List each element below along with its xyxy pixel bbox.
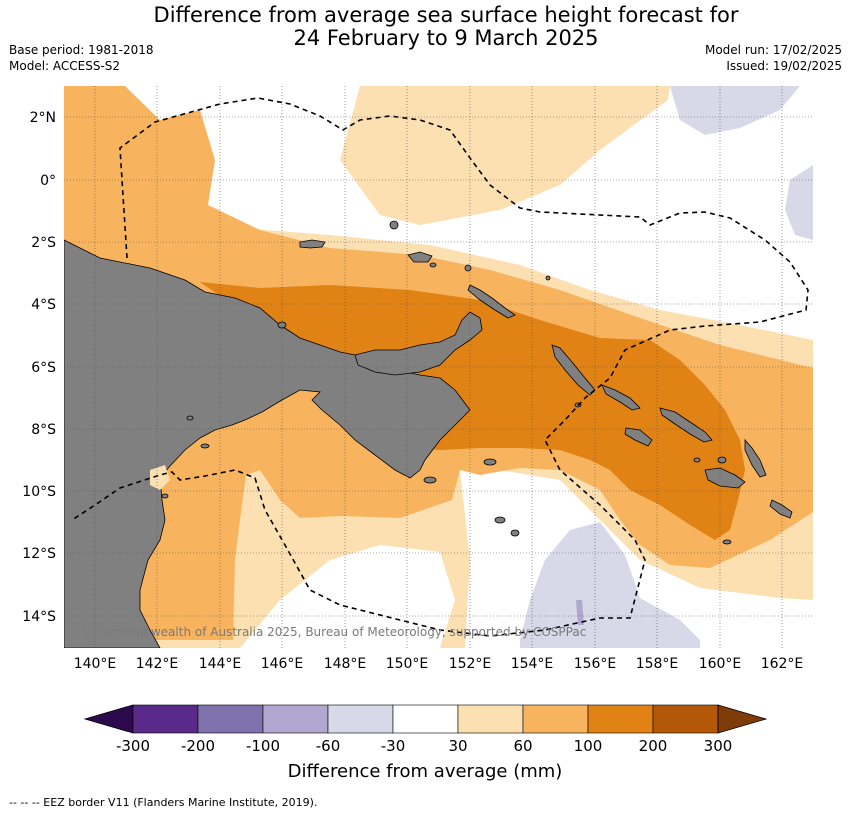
colorbar-tick-label: 300 [703, 737, 733, 755]
meta-left: Base period: 1981-2018 Model: ACCESS-S2 [9, 42, 154, 74]
guadalcanal-island [704, 467, 746, 489]
colorbar-segment [587, 704, 654, 734]
lon-label: 154°E [511, 656, 554, 672]
lat-labels: 2°N 0° 2°S 4°S 6°S 8°S 10°S 12°S 14°S [22, 110, 56, 625]
eez-legend-note: -- -- -- EEZ border V11 (Flanders Marine… [9, 796, 318, 809]
issued-date: Issued: 19/02/2025 [726, 59, 842, 73]
lon-label: 150°E [386, 656, 429, 672]
lon-label: 148°E [324, 656, 367, 672]
anomaly-band-100-200 [200, 282, 745, 540]
colorbar-tick-label: 100 [573, 737, 603, 755]
lon-label: 144°E [199, 656, 242, 672]
choiseul-island [601, 384, 641, 411]
small-islands [161, 220, 732, 545]
lon-label: 156°E [574, 656, 617, 672]
colorbar-tick-label: 30 [448, 737, 468, 755]
colorbar-title: Difference from average (mm) [287, 761, 563, 782]
lat-label: 12°S [22, 546, 56, 562]
colorbar-segment [197, 704, 264, 734]
manus-island [299, 239, 326, 249]
lon-label: 146°E [261, 656, 304, 672]
lat-label: 10°S [22, 484, 56, 500]
map-title-line2: 24 February to 9 March 2025 [293, 26, 599, 50]
eez-border-north [71, 97, 809, 637]
lat-label: 4°S [31, 297, 56, 313]
lon-label: 140°E [74, 656, 117, 672]
santa-isabel-island [659, 407, 713, 443]
new-georgia-island [624, 427, 653, 447]
anomaly-negative-east [785, 165, 813, 240]
lon-label: 152°E [449, 656, 492, 672]
colorbar-extend-low [83, 704, 134, 734]
colorbar-tick-label: -30 [380, 737, 406, 755]
colorbar-segment [327, 704, 394, 734]
lon-label: 158°E [636, 656, 679, 672]
colorbar-tick-label: -60 [315, 737, 341, 755]
colorbar-tick-label: 60 [513, 737, 533, 755]
new-guinea-australia-land [64, 239, 471, 648]
colorbar-segment [132, 704, 199, 734]
anomaly-negative-south [520, 522, 700, 648]
cape-york-gap [150, 465, 170, 490]
malaita-island [744, 438, 767, 478]
lon-labels: 140°E 142°E 144°E 146°E 148°E 150°E 152°… [74, 656, 804, 672]
colorbar-tick-label: -300 [115, 737, 151, 755]
colorbar-extend-high [717, 704, 768, 734]
lat-label: 14°S [22, 609, 56, 625]
anomaly-negative-core [576, 600, 584, 625]
lon-label: 142°E [136, 656, 179, 672]
colorbar-segment [262, 704, 329, 734]
makira-island [769, 499, 793, 519]
lat-label: 0° [40, 173, 56, 189]
colorbar-segment [652, 704, 719, 734]
colorbar [83, 704, 768, 734]
colorbar-tick-label: 200 [638, 737, 668, 755]
anomaly-band-30-60-east [240, 545, 455, 648]
model-name: Model: ACCESS-S2 [9, 59, 121, 73]
colorbar-segment [522, 704, 589, 734]
anomaly-band-30-60 [64, 86, 670, 225]
meta-right: Model run: 17/02/2025 Issued: 19/02/2025 [705, 42, 842, 74]
map-title-line1: Difference from average sea surface heig… [153, 3, 739, 27]
new-ireland-island [467, 284, 516, 319]
new-britain-island [354, 311, 483, 376]
colorbar-segment [457, 704, 524, 734]
lat-label: 6°S [31, 360, 56, 376]
anomaly-negative-ne [670, 86, 800, 135]
lat-label: 8°S [31, 422, 56, 438]
lat-label: 2°N [30, 110, 56, 126]
colorbar-segment [392, 704, 459, 734]
model-run: Model run: 17/02/2025 [704, 43, 842, 57]
lon-label: 160°E [699, 656, 742, 672]
colorbar-tick-label: -100 [245, 737, 281, 755]
graticule [64, 86, 813, 648]
base-period: Base period: 1981-2018 [9, 43, 154, 57]
copyright-watermark: © Commonwealth of Australia 2025, Bureau… [81, 625, 587, 639]
colorbar-tick-label: -200 [180, 737, 216, 755]
lon-label: 162°E [761, 656, 804, 672]
new-hanover-island [407, 251, 433, 263]
lat-label: 2°S [31, 235, 56, 251]
